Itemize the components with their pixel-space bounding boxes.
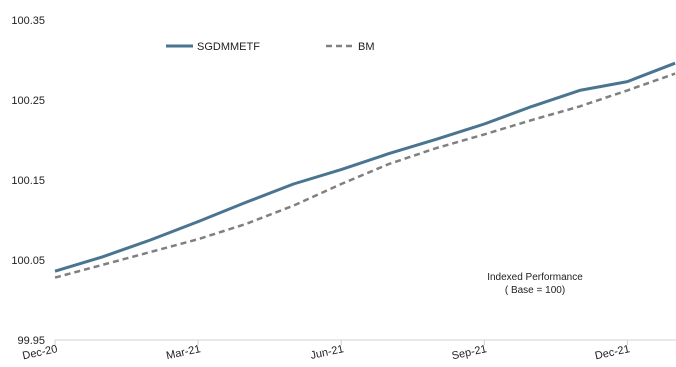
annotation: Indexed Performance ( Base = 100) [487,272,583,296]
x-tick-label: Dec-21 [594,343,631,362]
y-tick-label: 100.35 [11,15,45,27]
legend-label-bm: BM [358,41,375,53]
y-tick-label: 100.15 [11,175,45,187]
annotation-line-1: Indexed Performance [487,272,583,283]
series-lines [54,61,676,279]
series-line-bm [54,72,676,279]
x-tick-label: Mar-21 [165,343,202,362]
series-line-sgdmmetf [54,61,676,273]
x-tick-label: Jun-21 [309,343,344,362]
legend-label-sgdmmetf: SGDMMETF [197,41,260,53]
legend: SGDMMETF BM [166,41,375,53]
annotation-line-2: ( Base = 100) [505,285,565,296]
y-tick-label: 100.05 [11,255,45,267]
x-tick-label: Sep-21 [451,343,488,362]
y-tick-label: 100.25 [11,95,45,107]
y-tick-label: 99.95 [17,335,45,347]
x-axis-ticks: Dec-20 Mar-21 Jun-21 Sep-21 Dec-21 [21,340,631,362]
y-axis-ticks: 99.95 100.05 100.15 100.25 100.35 [11,15,45,347]
